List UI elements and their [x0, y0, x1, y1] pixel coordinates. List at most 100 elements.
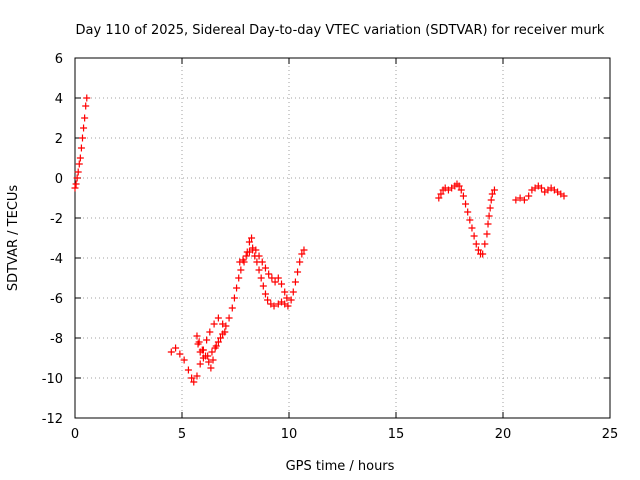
- data-point: [80, 124, 88, 132]
- data-point: [437, 190, 445, 198]
- data-point: [82, 102, 90, 110]
- data-point: [270, 302, 278, 310]
- y-tick-label: -6: [50, 292, 63, 307]
- data-point: [268, 274, 276, 282]
- data-point: [466, 216, 474, 224]
- data-point: [479, 250, 487, 258]
- series-segment-1: [71, 94, 91, 192]
- series-segment-2: [167, 234, 308, 386]
- data-point: [294, 268, 302, 276]
- series-segment-3: [435, 180, 498, 258]
- data-point: [265, 270, 273, 278]
- data-point: [255, 266, 263, 274]
- data-point: [257, 274, 265, 282]
- data-point: [222, 322, 230, 330]
- data-point: [248, 234, 256, 242]
- x-tick-label: 25: [602, 427, 619, 442]
- y-tick-label: 0: [55, 172, 63, 187]
- data-point: [198, 346, 206, 354]
- y-tick-label: 2: [55, 132, 63, 147]
- data-point: [184, 366, 192, 374]
- data-point: [180, 356, 188, 364]
- y-tick-label: -4: [50, 252, 63, 267]
- y-tick-label: 6: [55, 52, 63, 67]
- y-tick-label: -12: [42, 412, 63, 427]
- grid: [75, 58, 610, 418]
- data-point: [239, 256, 247, 264]
- data-point: [202, 352, 210, 360]
- data-point: [73, 174, 81, 182]
- y-tick-label: -8: [50, 332, 63, 347]
- data-point: [77, 144, 85, 152]
- data-point: [193, 332, 201, 340]
- data-point: [217, 334, 225, 342]
- data-point: [283, 294, 291, 302]
- data-point: [167, 348, 175, 356]
- data-point: [190, 378, 198, 386]
- plot-frame: [74, 57, 611, 419]
- data-point: [487, 196, 495, 204]
- x-tick-label: 15: [388, 427, 405, 442]
- data-point: [210, 320, 218, 328]
- data-point: [459, 192, 467, 200]
- data-point: [284, 302, 292, 310]
- data-point: [214, 338, 222, 346]
- data-point: [214, 314, 222, 322]
- data-point: [258, 258, 266, 266]
- data-point: [538, 184, 546, 192]
- data-point: [298, 250, 306, 258]
- y-tick-label: -2: [50, 212, 63, 227]
- y-tick-label: -10: [42, 372, 63, 387]
- data-point: [274, 274, 282, 282]
- data-point: [300, 246, 308, 254]
- data-point: [233, 284, 241, 292]
- data-point: [245, 238, 253, 246]
- data-point: [287, 296, 295, 304]
- data-point: [296, 258, 304, 266]
- data-point: [230, 294, 238, 302]
- data-point: [490, 186, 498, 194]
- data-point: [271, 278, 279, 286]
- data-point: [235, 274, 243, 282]
- data-point: [472, 240, 480, 248]
- data-point: [486, 204, 494, 212]
- data-point: [470, 232, 478, 240]
- data-point: [211, 344, 219, 352]
- data-point: [520, 196, 528, 204]
- data-point: [81, 114, 89, 122]
- data-point: [259, 282, 267, 290]
- data-point: [278, 280, 286, 288]
- data-point: [176, 350, 184, 358]
- y-axis-label: SDTVAR / TECUs: [6, 185, 21, 292]
- data-point: [78, 134, 86, 142]
- x-tick-labels: 0 5 10 15 20 25: [71, 427, 618, 442]
- data-point: [255, 252, 263, 260]
- data-point: [208, 348, 216, 356]
- data-point: [83, 94, 91, 102]
- data-point: [193, 372, 201, 380]
- data-point: [203, 336, 211, 344]
- data-point: [483, 230, 491, 238]
- data-point: [72, 180, 80, 188]
- data-point: [488, 190, 496, 198]
- data-point: [228, 304, 236, 312]
- data-point: [76, 154, 84, 162]
- data-point: [516, 194, 524, 202]
- data-point: [525, 192, 533, 200]
- y-tick-label: 4: [55, 92, 63, 107]
- data-point: [462, 200, 470, 208]
- y-tick-labels: -12 -10 -8 -6 -4 -2 0 2 4 6: [42, 52, 63, 427]
- data-point: [242, 252, 250, 260]
- data-point: [261, 264, 269, 272]
- data-point: [74, 168, 82, 176]
- data-point: [468, 224, 476, 232]
- data-marks: [71, 94, 568, 386]
- data-point: [481, 240, 489, 248]
- data-point: [485, 212, 493, 220]
- data-point: [464, 208, 472, 216]
- data-point: [289, 288, 297, 296]
- data-point: [474, 246, 482, 254]
- x-tick-label: 5: [178, 427, 186, 442]
- data-point: [219, 330, 227, 338]
